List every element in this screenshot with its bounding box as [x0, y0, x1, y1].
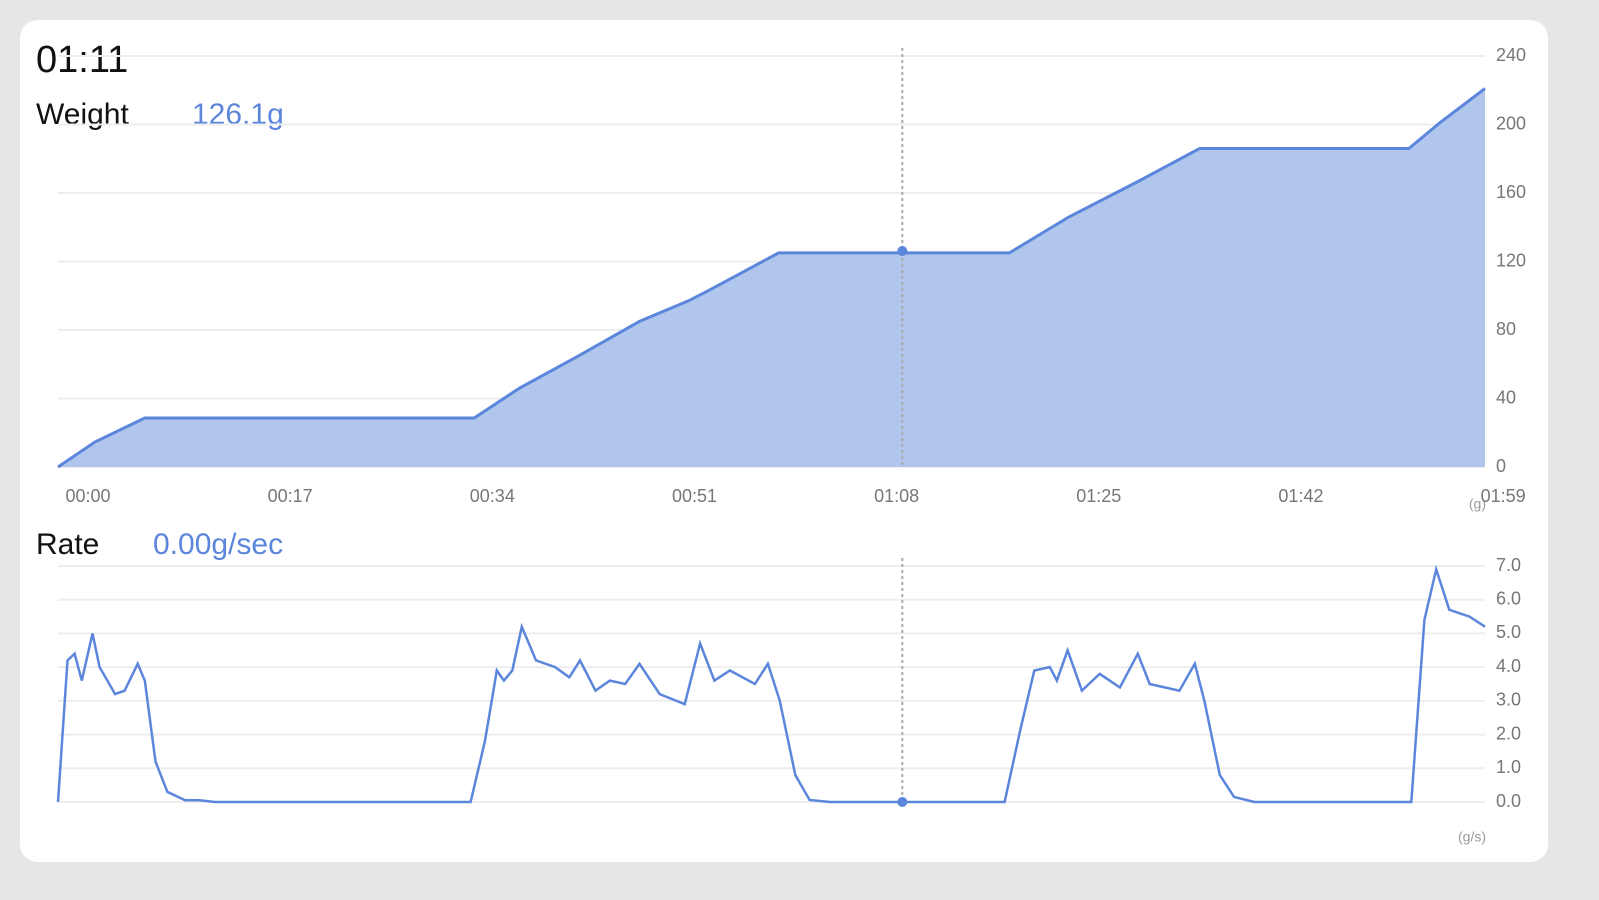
area — [58, 88, 1485, 467]
x-tick-label: 01:08 — [874, 486, 919, 506]
y-tick-label: 7.0 — [1496, 555, 1521, 575]
y-tick-label: 1.0 — [1496, 757, 1521, 777]
y-tick-label: 4.0 — [1496, 656, 1521, 676]
x-tick-label: 01:25 — [1076, 486, 1121, 506]
y-tick-label: 0 — [1496, 456, 1506, 476]
chart-label: Rate — [36, 528, 99, 561]
y-tick-label: 240 — [1496, 45, 1526, 65]
y-tick-label: 0.0 — [1496, 791, 1521, 811]
y-tick-label: 120 — [1496, 250, 1526, 270]
x-tick-label: 00:34 — [470, 486, 515, 506]
x-tick-label: 00:00 — [65, 486, 110, 506]
y-tick-label: 80 — [1496, 319, 1516, 339]
cursor-dot — [897, 797, 908, 807]
y-tick-label: 40 — [1496, 387, 1516, 407]
y-tick-label: 160 — [1496, 182, 1526, 202]
cursor-time: 01:11 — [36, 39, 128, 81]
unit-label: (g/s) — [1458, 829, 1486, 845]
readout: 126.1g — [192, 98, 284, 131]
y-tick-label: 200 — [1496, 113, 1526, 133]
readout: 0.00g/sec — [153, 528, 283, 561]
chart-label: Weight — [36, 98, 129, 131]
x-tick-label: 00:17 — [268, 486, 313, 506]
x-tick-label: 01:42 — [1278, 486, 1323, 506]
line — [56, 564, 1486, 804]
line — [57, 87, 1486, 469]
y-tick-label: 6.0 — [1496, 588, 1521, 608]
cursor-dot — [897, 246, 908, 257]
x-tick-label: 01:59 — [1481, 486, 1526, 506]
y-tick-label: 2.0 — [1496, 723, 1521, 743]
x-tick-label: 00:51 — [672, 486, 717, 506]
y-tick-label: 5.0 — [1496, 622, 1521, 642]
y-tick-label: 3.0 — [1496, 690, 1521, 710]
unit-label: (g) — [1469, 496, 1486, 512]
